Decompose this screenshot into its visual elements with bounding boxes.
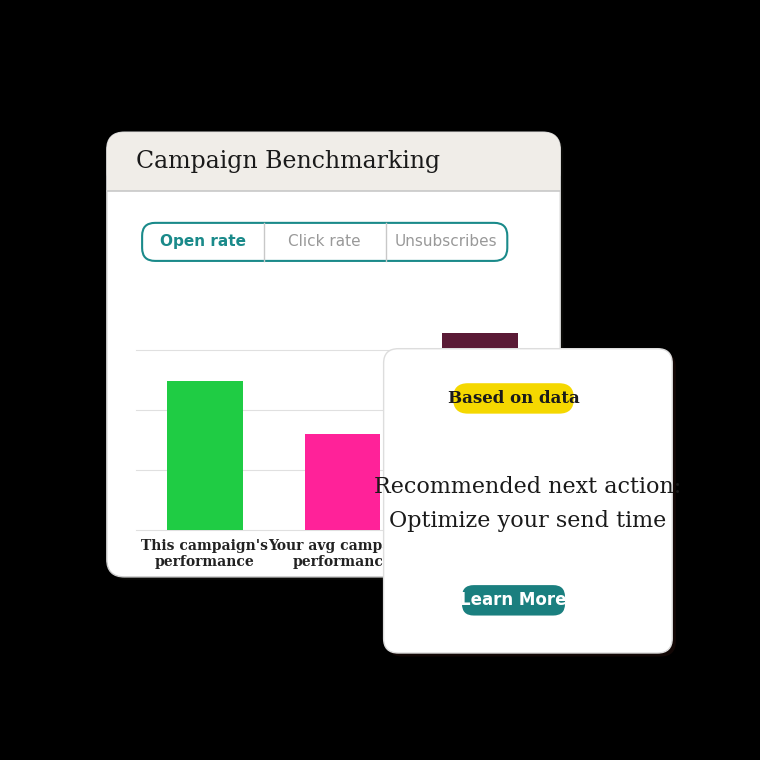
Text: This campaign's
performance: This campaign's performance [141, 539, 268, 569]
Text: Recommended next action:: Recommended next action: [374, 477, 682, 498]
Text: Based on data: Based on data [448, 390, 579, 407]
Text: Click rate: Click rate [288, 234, 361, 249]
FancyBboxPatch shape [142, 223, 507, 261]
FancyBboxPatch shape [109, 135, 563, 580]
Text: Learn More: Learn More [461, 591, 567, 610]
Bar [442, 334, 518, 530]
FancyBboxPatch shape [384, 349, 673, 653]
FancyBboxPatch shape [387, 352, 676, 657]
Text: Your avg campaign
performance: Your avg campaign performance [268, 539, 416, 569]
FancyBboxPatch shape [462, 585, 565, 616]
Text: Campaign Benchmarking: Campaign Benchmarking [136, 150, 440, 173]
FancyBboxPatch shape [106, 132, 560, 191]
Bar [305, 434, 380, 530]
Text: Optimize your send time: Optimize your send time [389, 510, 667, 532]
Bar [167, 382, 242, 530]
Text: Open rate: Open rate [160, 234, 246, 249]
FancyBboxPatch shape [106, 132, 560, 577]
FancyBboxPatch shape [453, 383, 574, 413]
Bar [106, 161, 560, 191]
Text: Unsubscribes: Unsubscribes [395, 234, 498, 249]
